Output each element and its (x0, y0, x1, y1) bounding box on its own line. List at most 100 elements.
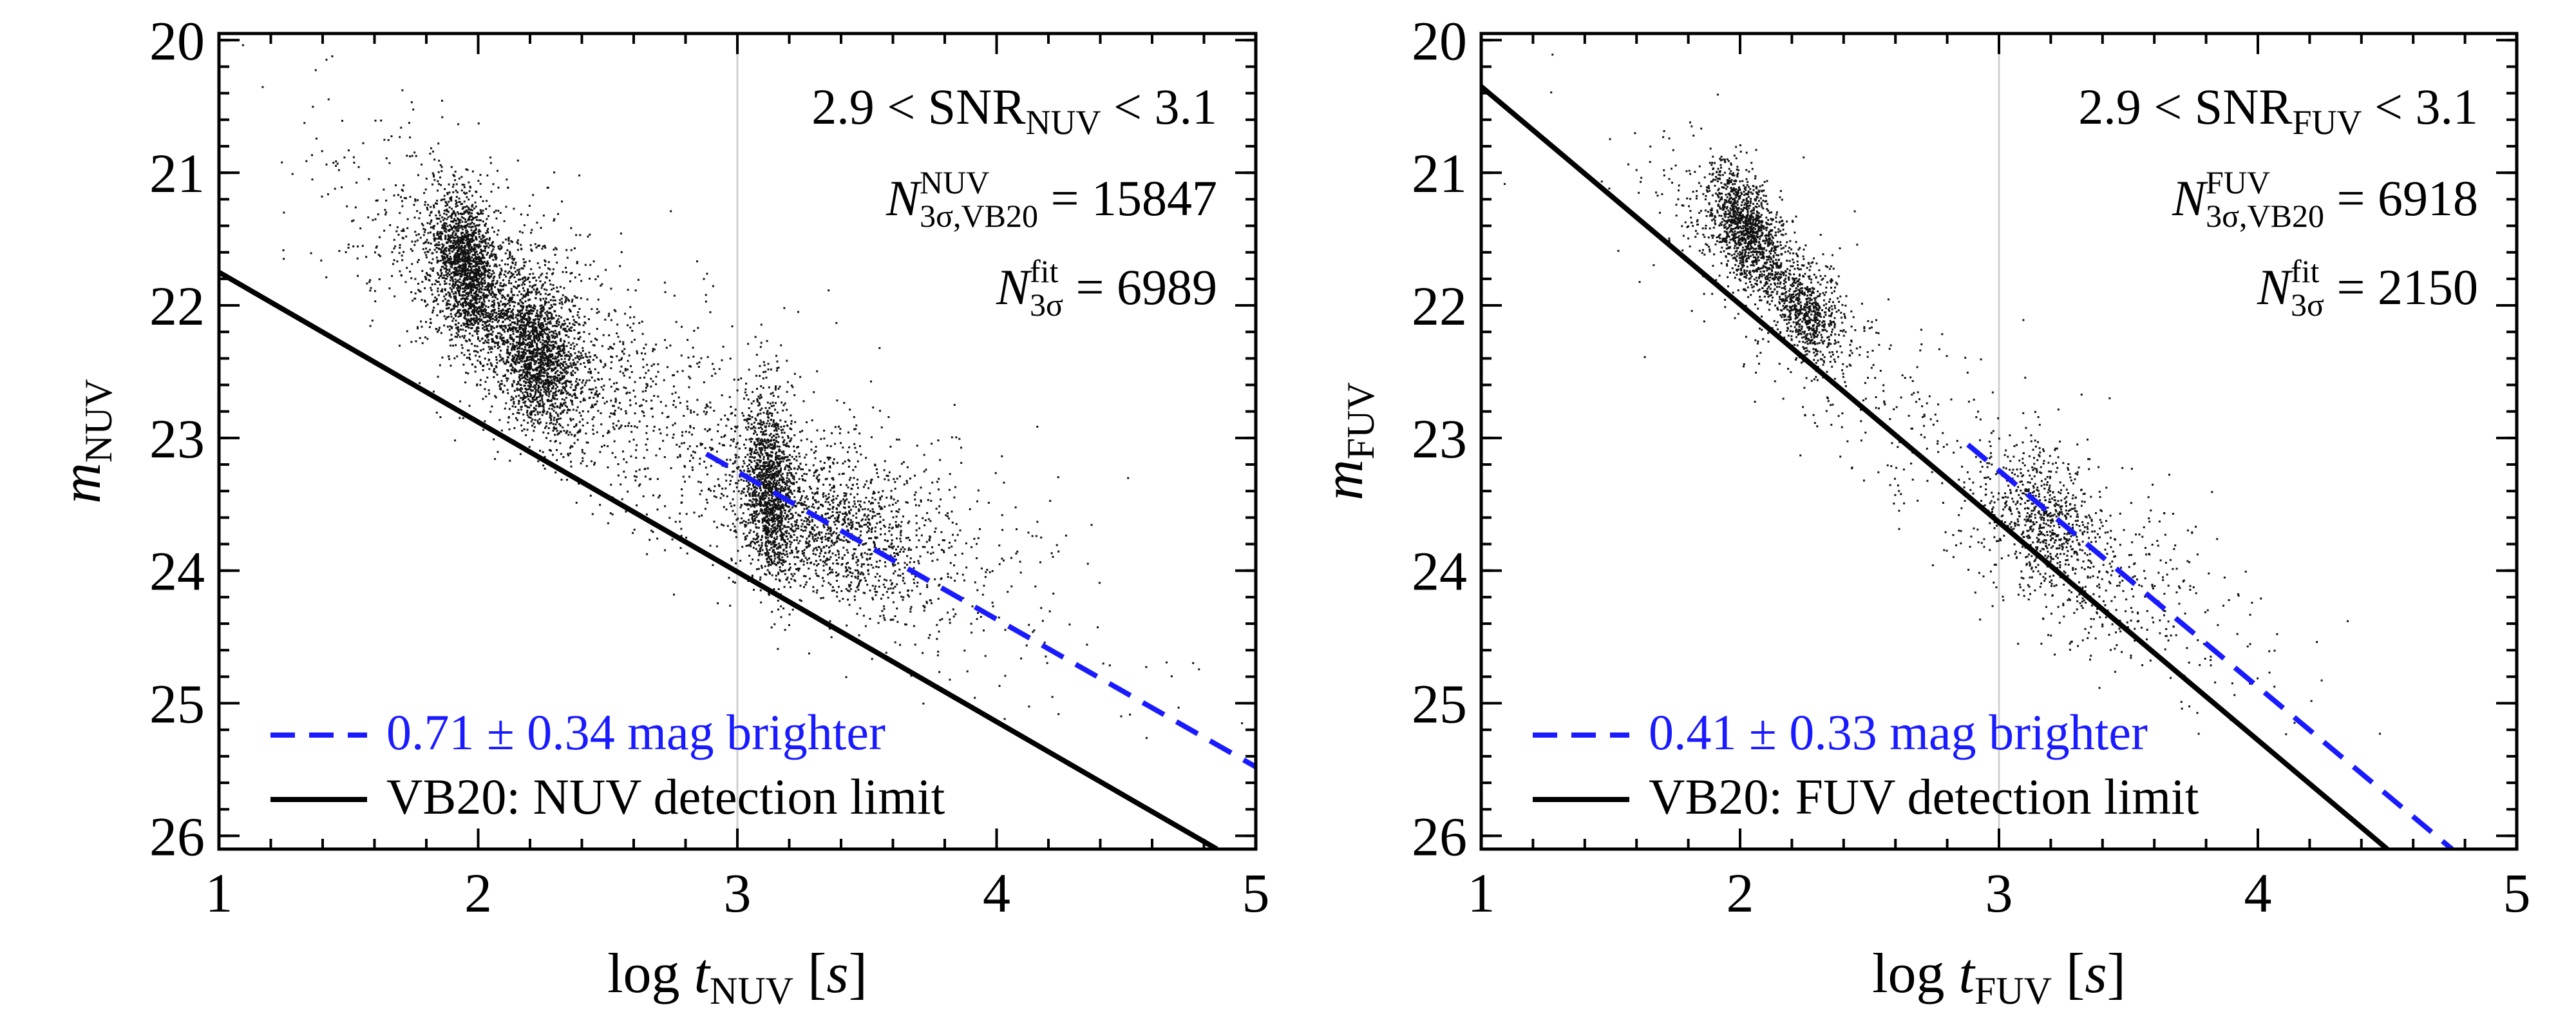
data-point (486, 175, 488, 177)
data-point (540, 356, 542, 358)
data-point (545, 293, 547, 295)
data-point (459, 294, 460, 296)
data-point (485, 316, 487, 318)
data-point (546, 372, 548, 374)
data-point (441, 244, 443, 245)
data-point (466, 232, 468, 234)
data-point (542, 401, 544, 403)
data-point (488, 247, 489, 249)
data-point (629, 306, 631, 308)
data-point (476, 278, 478, 280)
data-point (462, 323, 464, 325)
data-point (600, 412, 602, 414)
data-point (523, 258, 525, 260)
data-point (515, 262, 516, 263)
data-point (425, 247, 427, 249)
data-point (519, 340, 521, 342)
data-point (423, 234, 425, 236)
data-point (576, 262, 578, 264)
data-point (469, 257, 471, 259)
data-point (542, 368, 544, 370)
data-point (495, 210, 497, 212)
data-point (573, 389, 574, 391)
data-point (438, 294, 440, 296)
data-point (561, 404, 563, 406)
data-point (484, 277, 486, 279)
data-point (430, 275, 431, 277)
data-point (480, 384, 482, 386)
data-point (594, 345, 596, 347)
data-point (414, 216, 416, 218)
data-point (564, 361, 566, 363)
data-point (544, 388, 545, 390)
data-point (553, 417, 555, 419)
data-point (439, 218, 440, 220)
data-point (491, 273, 493, 275)
data-point (519, 389, 521, 391)
data-point (572, 370, 574, 372)
data-point (440, 269, 442, 271)
data-point (562, 426, 564, 428)
data-point (444, 257, 446, 259)
data-point (475, 320, 477, 321)
data-point (601, 345, 603, 347)
data-point (516, 419, 518, 421)
data-point (540, 328, 542, 330)
data-point (447, 326, 449, 328)
data-point (418, 217, 420, 219)
data-point (440, 184, 442, 186)
data-point (536, 338, 538, 340)
data-point (556, 356, 558, 358)
data-point (518, 347, 520, 349)
data-point (513, 381, 515, 383)
data-point (468, 278, 470, 280)
data-point (544, 359, 546, 361)
data-point (561, 301, 563, 303)
data-point (549, 440, 551, 442)
data-point (528, 407, 530, 408)
data-point (430, 322, 432, 324)
data-point (513, 401, 515, 403)
data-point (496, 257, 498, 259)
data-point (535, 244, 536, 245)
data-point (504, 408, 506, 410)
data-point (633, 439, 635, 441)
data-point (501, 297, 503, 299)
data-point (563, 369, 565, 371)
data-point (495, 371, 497, 373)
data-point (566, 412, 568, 414)
data-point (748, 369, 750, 370)
data-point (502, 358, 504, 359)
data-point (455, 257, 457, 259)
data-point (485, 305, 487, 307)
data-point (519, 336, 521, 338)
data-point (363, 142, 365, 144)
data-point (437, 234, 439, 236)
data-point (553, 430, 554, 432)
data-point (539, 362, 541, 364)
data-point (525, 279, 527, 281)
data-point (444, 218, 446, 220)
data-point (510, 399, 512, 401)
data-point (506, 339, 508, 341)
data-point (522, 298, 524, 300)
data-point (457, 240, 459, 242)
data-point (574, 394, 576, 396)
data-point (488, 330, 490, 332)
data-point (410, 277, 412, 279)
data-point (579, 421, 581, 423)
data-point (554, 394, 556, 396)
data-point (495, 254, 497, 256)
data-point (550, 299, 552, 301)
data-point (488, 325, 489, 327)
data-point (471, 343, 473, 345)
data-point (497, 245, 499, 247)
data-point (574, 321, 576, 323)
data-point (535, 305, 536, 307)
data-point (484, 280, 486, 282)
data-point (558, 323, 560, 325)
data-point (591, 308, 592, 310)
data-point (608, 334, 610, 336)
data-point (538, 370, 540, 372)
data-point (556, 434, 558, 436)
